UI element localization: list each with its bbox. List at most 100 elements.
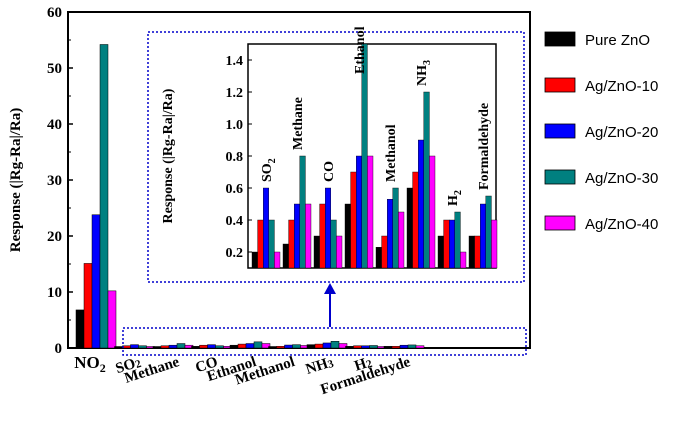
inset-category-label: NH3 [415, 60, 433, 86]
legend-swatch [544, 123, 576, 139]
inset-category-label-text: Methane [291, 97, 306, 150]
inset-category-label-text: Methanol [384, 124, 399, 182]
inset-bar [268, 219, 275, 269]
inset-bar [406, 187, 413, 269]
inset-category-label-text: Formaldehyde [477, 103, 492, 190]
inset-bar [305, 203, 312, 269]
inset-y-tick-label: 0.8 [226, 150, 244, 165]
inset-category-label-subscript: 3 [422, 60, 433, 65]
legend-label: Ag/ZnO-20 [585, 124, 658, 141]
main-x-tick-label: H2 [352, 354, 374, 375]
inset-bar [325, 187, 332, 269]
main-bar [322, 342, 332, 349]
legend-label: Ag/ZnO-30 [585, 170, 658, 187]
main-bars [75, 44, 425, 349]
inset-y-tick-label: 0.6 [226, 182, 244, 197]
main-x-tick-label-subscript: 2 [365, 358, 374, 371]
inset-category-label-text: H [446, 195, 461, 206]
main-bar [369, 345, 378, 349]
inset-bar [263, 187, 270, 269]
main-bar [306, 344, 316, 349]
main-bar [245, 343, 255, 349]
main-bar [83, 263, 93, 349]
inset-bar [418, 139, 425, 269]
main-bar [276, 346, 285, 349]
inset-y-tick-label: 1.2 [226, 86, 244, 101]
legend-swatch [544, 169, 576, 185]
inset-category-label: H2 [446, 190, 464, 206]
inset-bar [299, 155, 306, 269]
inset-bars [251, 43, 498, 269]
main-bar [138, 345, 147, 349]
main-x-tick-label: NH3 [304, 354, 336, 379]
inset-y-tick-label: 1.4 [226, 54, 244, 69]
inset-bar [423, 91, 430, 269]
main-bar [268, 346, 277, 349]
main-bar [353, 345, 362, 349]
inset-bar [319, 203, 326, 269]
main-y-tick-label: 60 [47, 5, 62, 21]
inset-bar [361, 43, 368, 269]
inset-bar [387, 198, 394, 269]
inset-bar [381, 235, 388, 269]
inset-category-label-text: CO [322, 161, 337, 182]
legend-swatch [544, 215, 576, 231]
main-bar [168, 344, 178, 349]
inset-category-label: Formaldehyde [477, 103, 492, 190]
inset-category-label-subscript: 2 [267, 158, 278, 163]
inset-bar [288, 219, 295, 269]
main-bar [383, 346, 393, 349]
legend-label: Ag/ZnO-10 [585, 78, 658, 95]
inset-bar [313, 235, 320, 269]
inset-bar [375, 246, 382, 269]
inset-bar [392, 187, 399, 269]
main-bar [391, 346, 401, 349]
legend-swatch [544, 77, 576, 93]
main-bar [75, 309, 85, 349]
main-bar [253, 341, 263, 349]
inset-bar [449, 219, 456, 269]
inset-bar [282, 243, 289, 269]
main-x-tick-label: CO [193, 354, 219, 376]
main-bar [207, 344, 216, 349]
inset-bar [480, 203, 487, 269]
main-y-tick-label: 20 [47, 229, 62, 245]
inset-category-label: Ethanol [353, 26, 368, 74]
main-bar [91, 214, 101, 349]
main-y-tick-label: 40 [47, 117, 62, 133]
legend-label: Ag/ZnO-40 [585, 216, 658, 233]
main-x-tick-label: NO2 [74, 353, 106, 375]
inset-bar [294, 203, 301, 269]
inset-category-label-text: SO [260, 163, 275, 182]
inset-category-label: Methane [291, 97, 306, 150]
main-bar [160, 345, 170, 349]
inset-category-label: Methanol [384, 124, 399, 182]
inset-bar [350, 171, 357, 269]
inset-bar [330, 219, 337, 269]
inset-bar [336, 235, 343, 269]
arrow-up-icon-head [324, 283, 336, 294]
main-bar [199, 344, 208, 349]
inset-bar [474, 235, 481, 269]
inset-bar [356, 155, 363, 269]
inset-bar [460, 251, 467, 269]
main-x-tick-label-text: NH [304, 355, 331, 377]
main-y-tick-label: 0 [55, 341, 63, 357]
inset-bar [454, 211, 461, 269]
inset-bar [437, 235, 444, 269]
main-bar [107, 290, 117, 349]
main-bar [114, 346, 123, 349]
inset-category-label-text: Ethanol [353, 26, 368, 74]
inset-category-label-subscript: 2 [453, 190, 464, 195]
main-x-tick-label-text: CO [193, 354, 219, 376]
main-bar [338, 343, 348, 349]
inset-bar [274, 251, 281, 269]
main-x-tick-label-text: SO [113, 355, 137, 376]
main-bar [130, 344, 139, 349]
main-bar [415, 345, 425, 349]
main-bar [345, 346, 354, 349]
main-x-tick-label-text: NO [74, 353, 100, 372]
inset-bar [251, 251, 258, 269]
